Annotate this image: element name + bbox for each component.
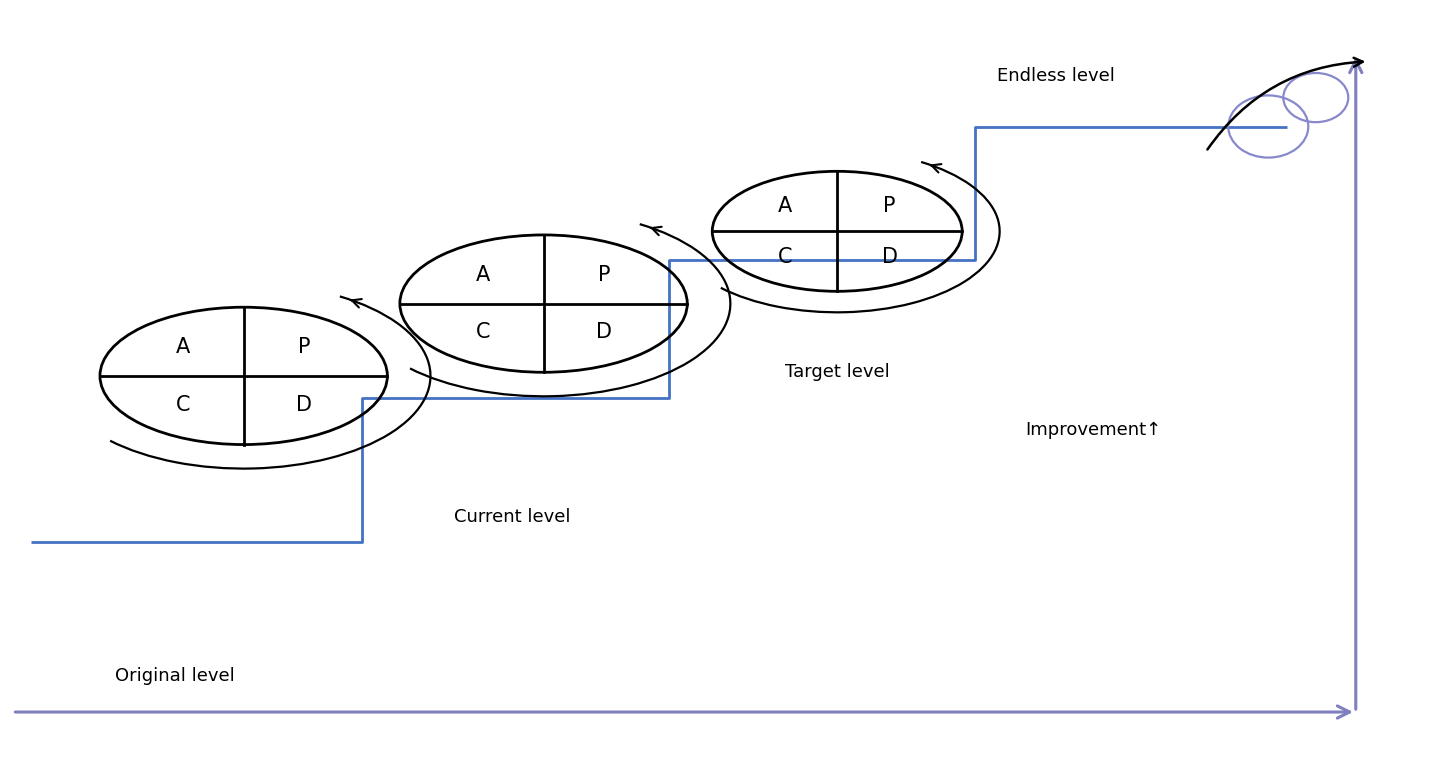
Text: P: P: [297, 337, 310, 357]
Text: A: A: [476, 265, 490, 285]
Text: C: C: [177, 395, 191, 414]
Text: D: D: [296, 395, 312, 414]
Text: D: D: [596, 323, 612, 342]
Text: Improvement↑: Improvement↑: [1025, 421, 1161, 439]
Text: P: P: [884, 196, 895, 216]
Text: C: C: [476, 323, 490, 342]
Text: A: A: [777, 196, 792, 216]
Text: C: C: [777, 247, 792, 266]
Text: D: D: [882, 247, 898, 266]
Text: Endless level: Endless level: [997, 67, 1115, 85]
Text: A: A: [177, 337, 191, 357]
Text: Original level: Original level: [115, 667, 234, 685]
Text: Current level: Current level: [454, 508, 570, 526]
Text: Target level: Target level: [785, 364, 890, 381]
Text: P: P: [598, 265, 611, 285]
